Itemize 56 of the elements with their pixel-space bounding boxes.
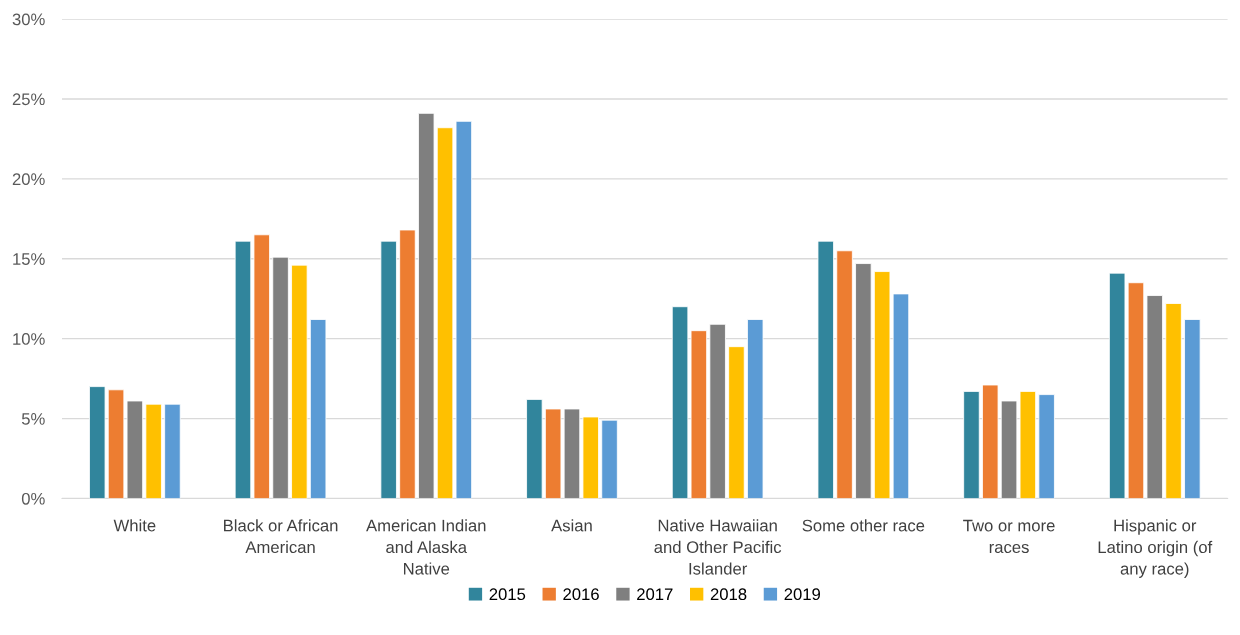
legend-label: 2018 (710, 588, 747, 601)
y-tick-label: 5% (21, 413, 45, 425)
bar (436, 127, 454, 499)
bar (455, 120, 473, 499)
bar (1038, 394, 1055, 499)
legend-label: 2017 (637, 588, 673, 601)
bar (855, 263, 872, 499)
bar (126, 400, 144, 499)
bar (747, 319, 764, 499)
bar (89, 386, 106, 499)
bar (107, 389, 125, 499)
bar (1108, 272, 1126, 499)
bar (836, 250, 853, 499)
bar (145, 403, 162, 499)
bar (309, 319, 327, 499)
x-tick-label: Some other race (802, 519, 925, 532)
y-tick-label: 0% (21, 492, 45, 505)
x-tick-label: American Indian and Alaska Native (366, 519, 486, 575)
y-tick-label: 10% (13, 333, 45, 345)
y-tick-label: 15% (13, 253, 45, 265)
bar (1165, 303, 1182, 499)
bar (1019, 390, 1037, 499)
x-tick-label: Hispanic or Latino origin (of any race) (1098, 519, 1213, 578)
bar (164, 403, 181, 499)
bar (982, 384, 999, 499)
bar (963, 390, 980, 499)
bar (728, 346, 745, 499)
x-tick-label: Two or more races (963, 519, 1055, 554)
bar (582, 416, 599, 499)
bar (1127, 282, 1145, 499)
x-tick-label: Black or African American (224, 519, 338, 554)
legend-label: 2015 (489, 588, 526, 601)
bar (709, 323, 726, 499)
bar (1000, 400, 1018, 499)
bar (1146, 295, 1163, 499)
y-tick-label: 25% (12, 93, 45, 106)
legend-label: 2016 (563, 588, 599, 601)
bar (817, 240, 834, 499)
y-tick-label: 20% (12, 173, 45, 186)
bar (601, 419, 618, 499)
bar (234, 240, 252, 499)
bar (563, 408, 581, 499)
bar (418, 112, 435, 499)
legend-label: 2019 (784, 588, 821, 601)
bar (272, 256, 289, 499)
bar (253, 234, 270, 499)
x-tick-label: Asian (551, 519, 592, 532)
x-tick-label: Native Hawaiian and Other Pacific Islander (654, 519, 782, 575)
bar (544, 408, 562, 499)
bar (1184, 319, 1201, 499)
bar (380, 240, 397, 499)
bar (526, 398, 543, 499)
bar (291, 264, 308, 499)
x-tick-label: White (113, 519, 156, 532)
bar (399, 229, 416, 499)
y-tick-label: 30% (12, 13, 45, 26)
